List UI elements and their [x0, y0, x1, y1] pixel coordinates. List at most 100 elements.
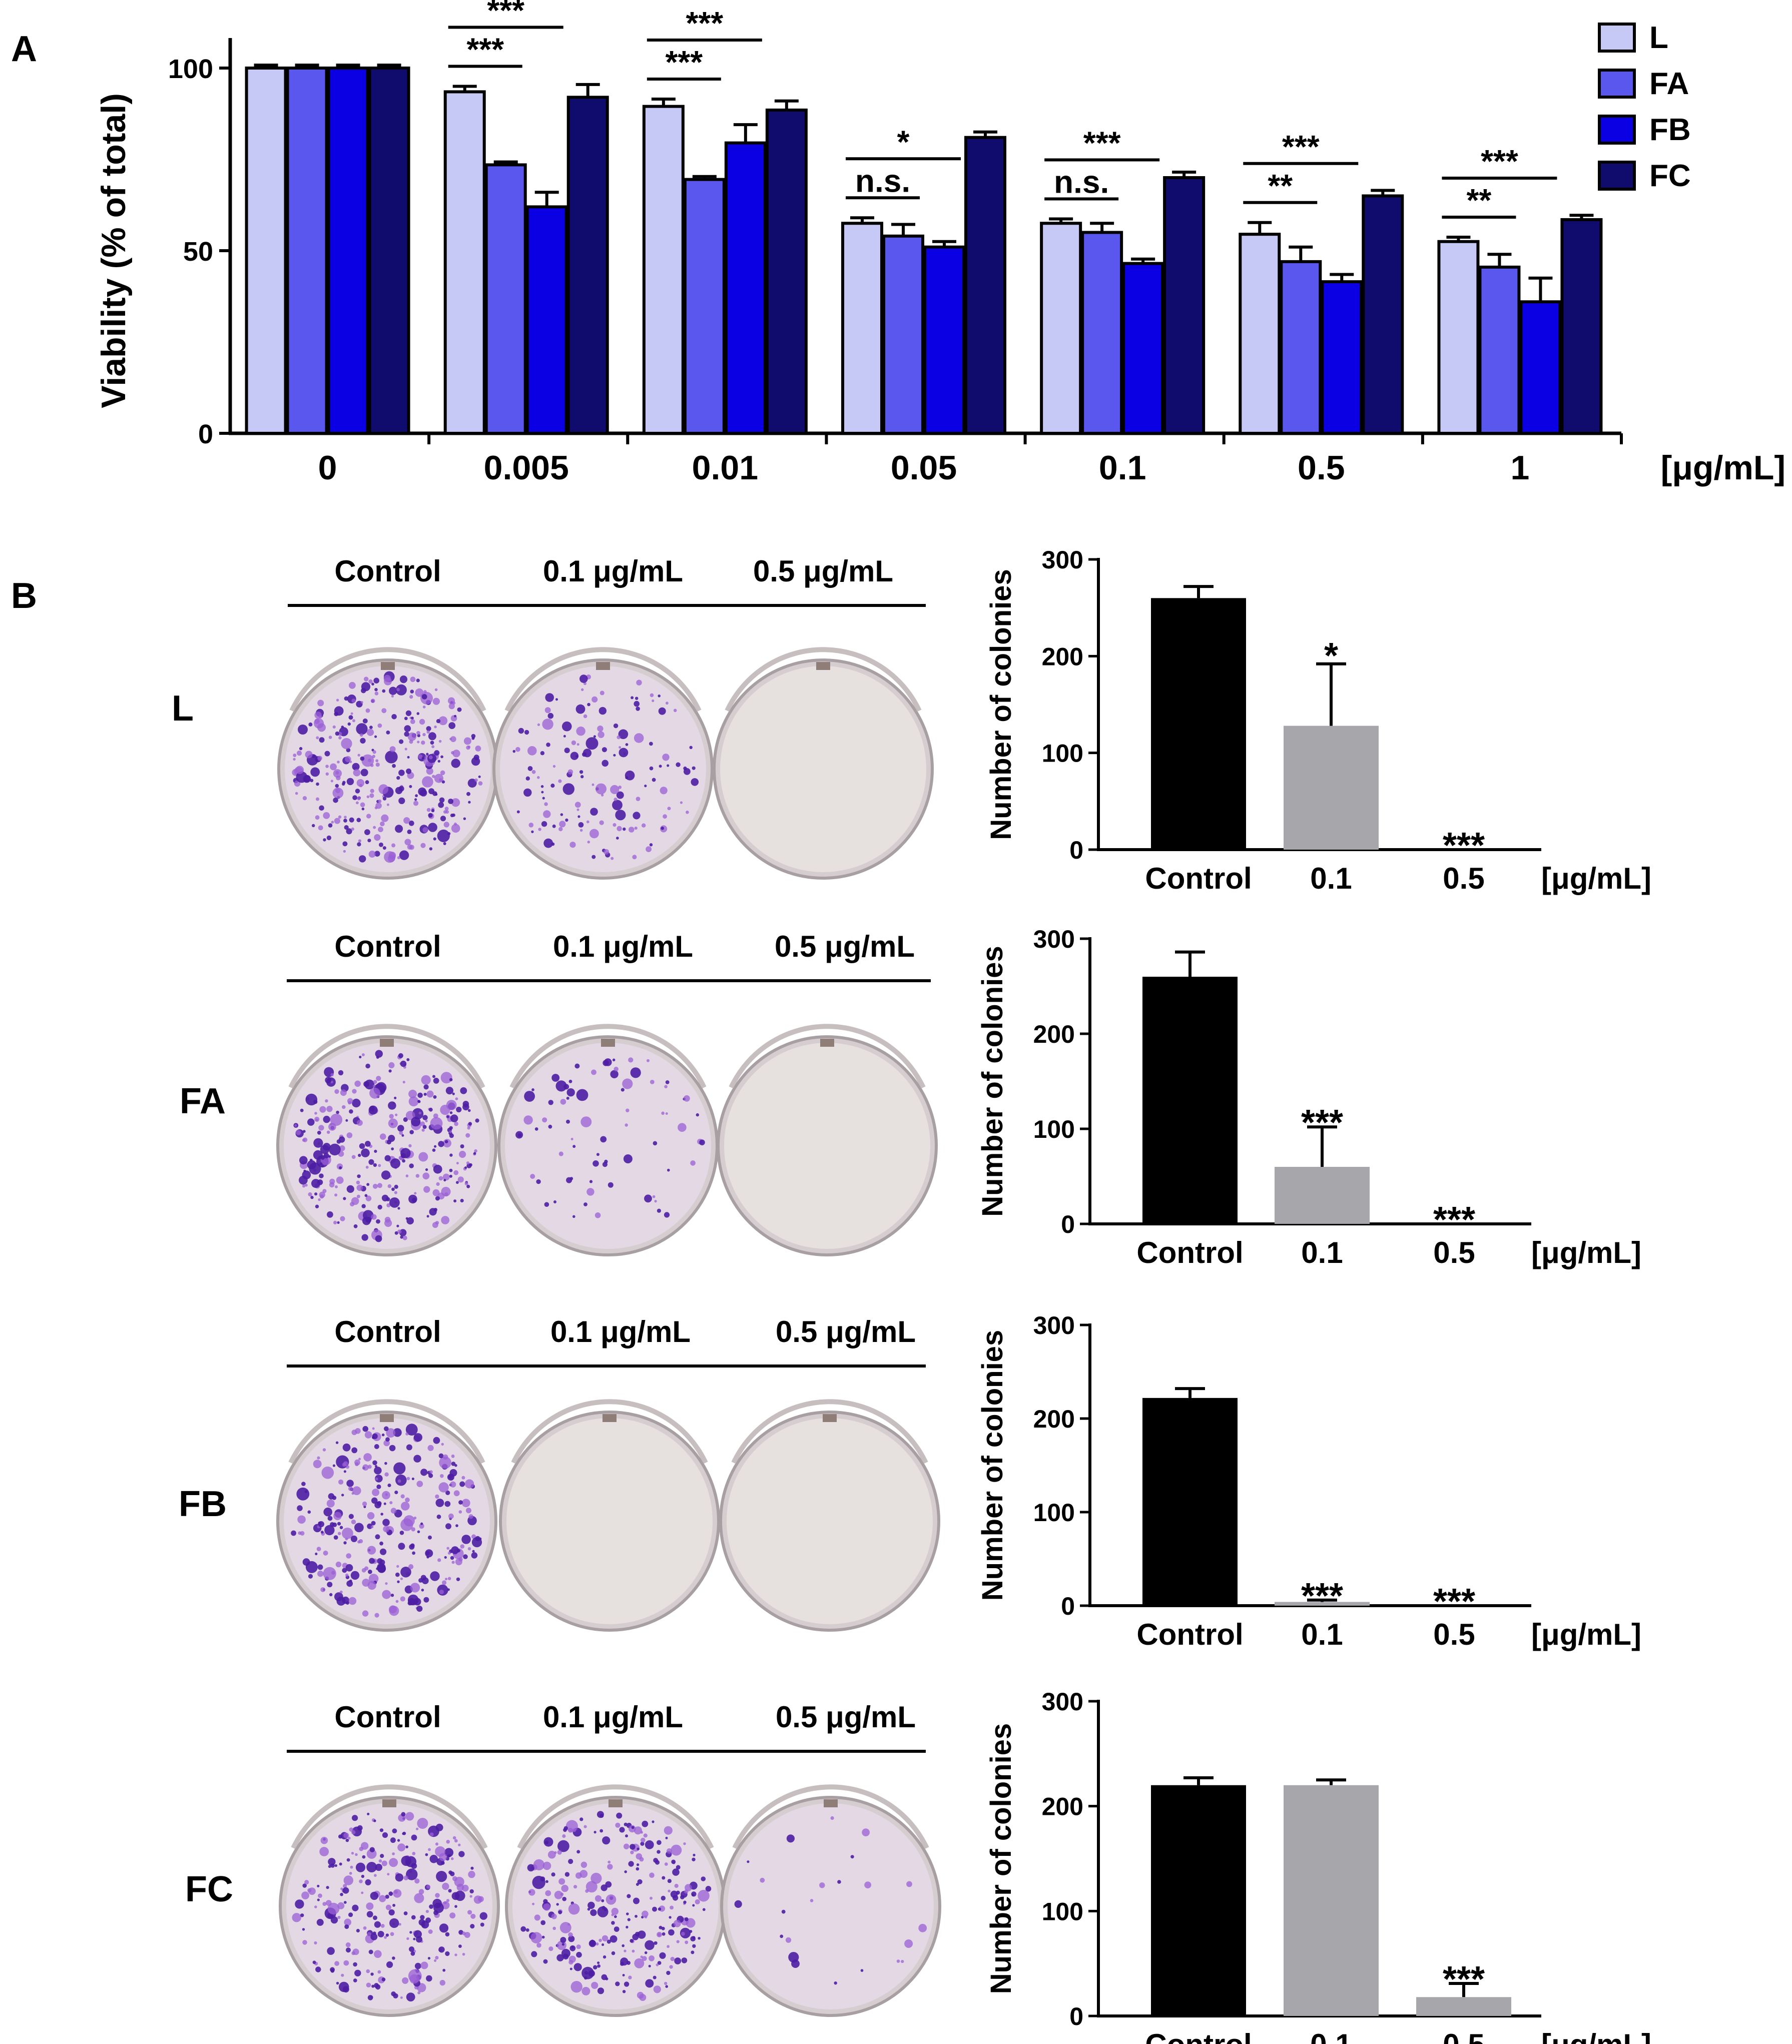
- colony: [425, 1917, 431, 1923]
- petri-dish: [497, 1024, 719, 1256]
- colony: [657, 1840, 662, 1845]
- colony: [409, 695, 413, 699]
- colony: [342, 1568, 347, 1573]
- colony: [325, 765, 329, 768]
- dish-notch: [381, 662, 395, 670]
- colony: [449, 1912, 456, 1919]
- colony: [380, 1548, 387, 1555]
- colony: [329, 1143, 341, 1156]
- colony: [351, 1830, 356, 1835]
- colony: [377, 1970, 381, 1974]
- colony: [434, 750, 440, 756]
- colony: [579, 1870, 588, 1878]
- colony: [340, 1216, 345, 1221]
- x-tick-label: 0.1: [1310, 862, 1352, 895]
- colony: [317, 1130, 321, 1135]
- colony: [479, 1912, 487, 1920]
- colony: [352, 1486, 361, 1495]
- colony: [551, 1913, 557, 1919]
- colony: [417, 1530, 420, 1534]
- colony: [322, 1448, 326, 1452]
- colony: [383, 1502, 386, 1505]
- colony: [475, 746, 481, 752]
- colony: [363, 1505, 366, 1508]
- colony: [395, 1113, 398, 1116]
- colony: [379, 1828, 384, 1832]
- colony: [619, 748, 629, 758]
- dish-notch: [609, 1799, 623, 1807]
- colony: [357, 842, 361, 847]
- colony: [361, 754, 374, 767]
- colony: [365, 708, 370, 713]
- y-tick-label: 100: [168, 54, 213, 84]
- dish-notch: [596, 662, 610, 670]
- colony: [467, 1547, 471, 1551]
- colony: [657, 1850, 661, 1854]
- colony: [373, 677, 379, 684]
- colony: [689, 746, 693, 750]
- colony: [666, 1970, 671, 1975]
- colony: [299, 747, 303, 751]
- colony: [455, 1524, 458, 1528]
- colony: [747, 1860, 750, 1863]
- colony: [350, 712, 353, 715]
- plate-header: Control: [334, 1700, 441, 1734]
- bar-0.1: [1284, 726, 1379, 850]
- colony: [363, 1081, 369, 1087]
- colony: [426, 730, 430, 734]
- colony: [400, 1567, 411, 1578]
- colony: [558, 827, 563, 832]
- colony: [360, 756, 365, 761]
- colony: [451, 759, 460, 768]
- colony: [850, 1855, 854, 1859]
- colony: [600, 691, 605, 696]
- petri-dish: [505, 1784, 726, 2017]
- colony: [558, 1151, 563, 1156]
- colony: [318, 1125, 324, 1131]
- colony: [373, 1080, 377, 1084]
- colony: [348, 1597, 357, 1605]
- colony: [345, 1564, 353, 1572]
- colony: [432, 1075, 435, 1078]
- colony: [650, 1080, 655, 1084]
- colony: [611, 1913, 614, 1916]
- colony: [418, 1578, 423, 1583]
- colony: [465, 1479, 474, 1489]
- colony: [335, 771, 339, 775]
- colony: [365, 1141, 371, 1147]
- colony: [367, 1512, 375, 1520]
- colony: [659, 765, 662, 768]
- colony: [660, 787, 668, 795]
- colony: [585, 737, 599, 750]
- colony: [366, 1911, 373, 1918]
- colony: [390, 1837, 396, 1843]
- colony: [597, 726, 604, 732]
- colony: [398, 1543, 405, 1550]
- colony: [365, 1879, 371, 1885]
- colony: [586, 820, 589, 824]
- colony: [400, 1596, 405, 1602]
- colony: [357, 1540, 361, 1544]
- colony: [402, 1977, 409, 1984]
- colony: [470, 1913, 476, 1919]
- colony: [330, 1967, 335, 1972]
- colony: [641, 1837, 646, 1843]
- colony: [371, 1214, 377, 1220]
- colony: [543, 1959, 548, 1964]
- colony: [593, 1965, 598, 1969]
- colony: [616, 1812, 623, 1819]
- colony: [321, 1466, 334, 1479]
- colony: [403, 1875, 409, 1880]
- colony: [368, 851, 376, 858]
- colony: [336, 1139, 341, 1144]
- colony: [428, 1107, 433, 1112]
- dish-highlight: [288, 1024, 485, 1089]
- colony: [438, 740, 442, 743]
- colony: [366, 1183, 370, 1186]
- colony: [443, 810, 447, 814]
- colony: [380, 1133, 386, 1140]
- colony: [371, 1984, 375, 1988]
- x-tick-label: 0.5: [1298, 449, 1345, 487]
- colony: [436, 1514, 441, 1519]
